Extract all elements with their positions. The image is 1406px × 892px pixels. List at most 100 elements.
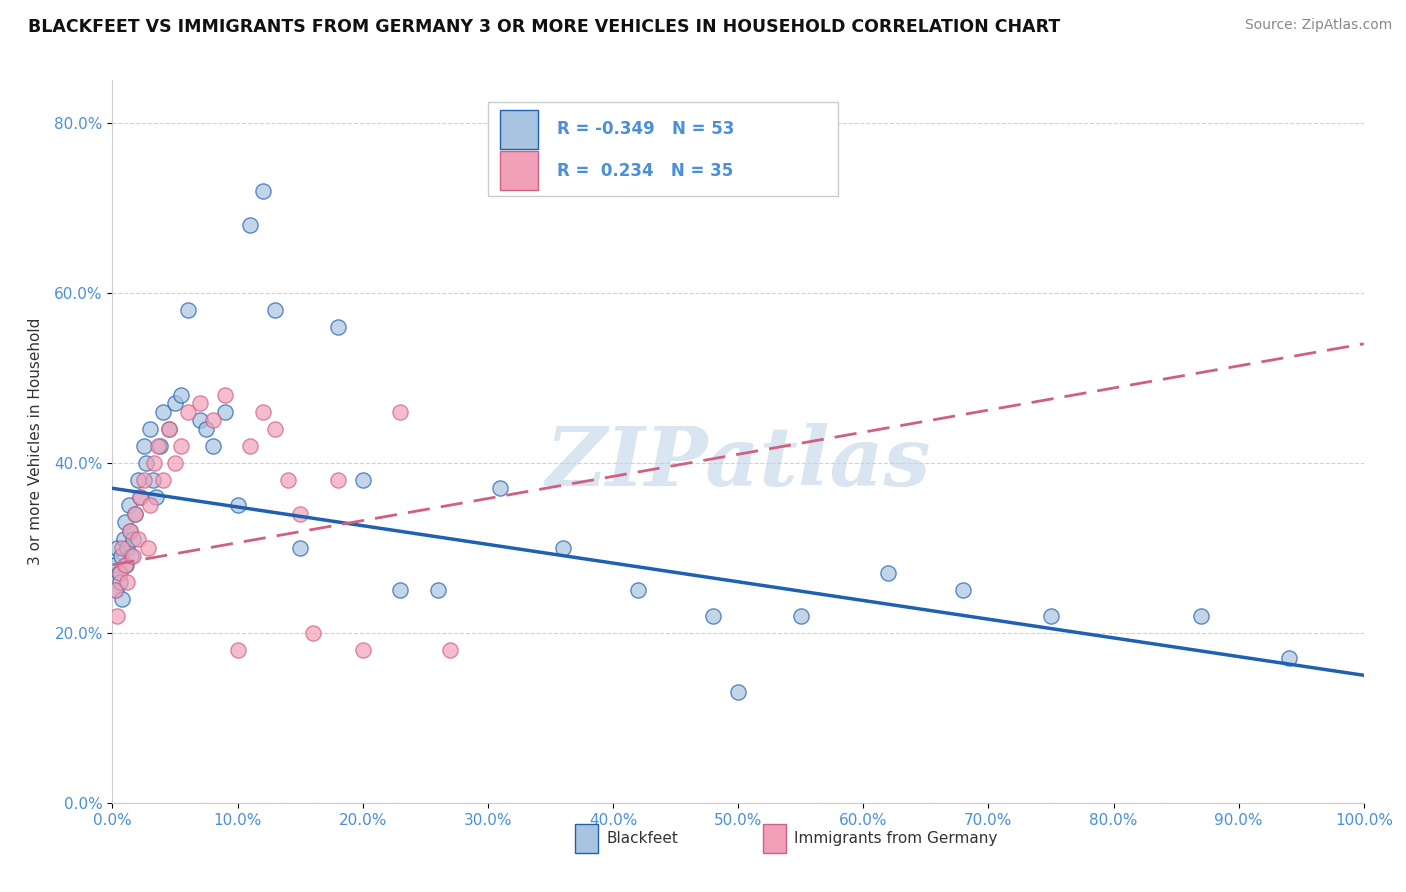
Text: BLACKFEET VS IMMIGRANTS FROM GERMANY 3 OR MORE VEHICLES IN HOUSEHOLD CORRELATION: BLACKFEET VS IMMIGRANTS FROM GERMANY 3 O… <box>28 18 1060 36</box>
Point <box>290 507 312 521</box>
Point <box>226 642 249 657</box>
Point <box>104 583 127 598</box>
Point <box>132 439 155 453</box>
Point <box>326 319 349 334</box>
Point <box>139 422 162 436</box>
Point <box>118 498 141 512</box>
Point <box>139 498 162 512</box>
Point <box>152 405 174 419</box>
Point <box>115 558 138 572</box>
Point <box>301 625 323 640</box>
Point <box>107 566 129 581</box>
Point <box>108 574 131 589</box>
Point <box>112 533 135 547</box>
Point <box>157 422 180 436</box>
Point <box>226 498 249 512</box>
Point <box>264 422 287 436</box>
Point <box>170 439 193 453</box>
Point <box>188 396 211 410</box>
Point <box>127 533 149 547</box>
Point <box>146 439 169 453</box>
Point <box>389 583 412 598</box>
Text: Immigrants from Germany: Immigrants from Germany <box>794 831 998 847</box>
Text: R = -0.349   N = 53: R = -0.349 N = 53 <box>557 120 734 138</box>
Point <box>290 541 312 555</box>
Point <box>163 396 186 410</box>
Point <box>120 549 142 564</box>
Point <box>214 388 236 402</box>
Point <box>352 473 374 487</box>
Point <box>114 516 136 530</box>
Point <box>1189 608 1212 623</box>
Point <box>326 473 349 487</box>
Point <box>107 541 129 555</box>
Point <box>214 405 236 419</box>
Point <box>201 439 224 453</box>
Point <box>426 583 449 598</box>
Point <box>107 608 129 623</box>
Point <box>105 583 128 598</box>
Point <box>129 490 152 504</box>
Point <box>163 456 186 470</box>
Point <box>195 422 218 436</box>
Bar <box>501 151 538 191</box>
Point <box>489 481 512 495</box>
Text: Source: ZipAtlas.com: Source: ZipAtlas.com <box>1244 18 1392 32</box>
Point <box>352 642 374 657</box>
Point <box>277 473 299 487</box>
Point <box>121 549 143 564</box>
Point <box>129 490 152 504</box>
Point <box>114 558 136 572</box>
Point <box>121 533 143 547</box>
Point <box>127 473 149 487</box>
Point <box>111 591 134 606</box>
Point <box>389 405 412 419</box>
Point <box>264 302 287 317</box>
Point <box>145 490 167 504</box>
Point <box>176 302 198 317</box>
Point <box>132 473 155 487</box>
Point <box>239 218 262 232</box>
Text: ZIPatlas: ZIPatlas <box>546 423 931 503</box>
Point <box>152 473 174 487</box>
Point <box>157 422 180 436</box>
Point <box>627 583 650 598</box>
Point <box>108 566 131 581</box>
Point <box>1278 651 1301 665</box>
Point <box>110 549 132 564</box>
Text: Blackfeet: Blackfeet <box>607 831 679 847</box>
Point <box>117 574 139 589</box>
Point <box>118 524 141 538</box>
Point <box>135 456 157 470</box>
Point <box>124 507 146 521</box>
Bar <box>501 110 538 149</box>
Point <box>170 388 193 402</box>
Point <box>104 558 127 572</box>
Point <box>142 456 165 470</box>
FancyBboxPatch shape <box>488 102 838 196</box>
Point <box>727 685 749 699</box>
Point <box>790 608 813 623</box>
Point <box>136 541 159 555</box>
Point <box>188 413 211 427</box>
Point <box>252 405 274 419</box>
Point <box>124 507 146 521</box>
Bar <box>763 824 786 854</box>
Point <box>1039 608 1063 623</box>
Point <box>551 541 574 555</box>
Point <box>149 439 172 453</box>
Point <box>141 473 163 487</box>
Point <box>252 184 274 198</box>
Point <box>439 642 461 657</box>
Point <box>201 413 224 427</box>
Point <box>952 583 974 598</box>
Point <box>118 524 141 538</box>
Point <box>702 608 724 623</box>
Bar <box>575 824 598 854</box>
Text: R =  0.234   N = 35: R = 0.234 N = 35 <box>557 161 733 179</box>
Point <box>117 541 139 555</box>
Y-axis label: 3 or more Vehicles in Household: 3 or more Vehicles in Household <box>28 318 44 566</box>
Point <box>111 541 134 555</box>
Point <box>176 405 198 419</box>
Point <box>877 566 900 581</box>
